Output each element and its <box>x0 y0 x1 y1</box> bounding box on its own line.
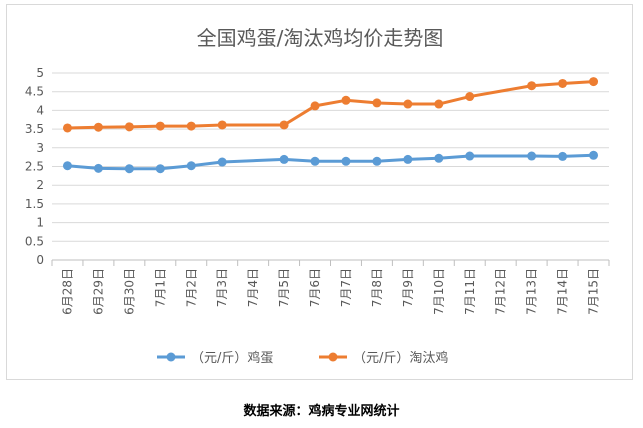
series-0-point <box>341 156 351 166</box>
y-tick-label: 2.5 <box>25 160 44 174</box>
series-0-point <box>62 161 72 171</box>
series-0-point <box>217 157 227 167</box>
series-1-point <box>279 120 289 130</box>
series-0-point <box>403 154 413 164</box>
y-tick-label: 1.5 <box>25 197 44 211</box>
series-1-point <box>403 99 413 109</box>
y-tick-label: 4.5 <box>25 85 44 99</box>
series-1-point <box>62 123 72 133</box>
series-0-point <box>279 154 289 164</box>
y-tick-label: 0.5 <box>25 234 44 248</box>
series-0-point <box>465 151 475 161</box>
x-tick-label: 7月9日 <box>401 268 415 307</box>
series-1-point <box>155 121 165 131</box>
x-tick-label: 7月7日 <box>339 268 353 307</box>
series-1-point <box>558 78 568 88</box>
series-1-point <box>124 122 134 132</box>
y-tick-label: 2 <box>36 178 44 192</box>
x-tick-label: 7月6日 <box>308 268 322 307</box>
series-0-point <box>589 150 599 160</box>
x-tick-label: 7月11日 <box>463 268 477 315</box>
y-tick-label: 4 <box>36 103 44 117</box>
series-1-point <box>217 120 227 130</box>
series-1-point <box>310 101 320 111</box>
y-tick-label: 5 <box>36 66 44 80</box>
x-tick-label: 6月30日 <box>122 268 136 315</box>
y-tick-label: 1 <box>36 216 44 230</box>
legend-label-1: （元/斤）淘汰鸡 <box>353 350 448 366</box>
series-1-point <box>341 95 351 105</box>
series-0-point <box>186 161 196 171</box>
series-0-point <box>372 156 382 166</box>
legend-marker-1 <box>328 352 338 362</box>
x-tick-label: 7月2日 <box>184 268 198 307</box>
grid-layer <box>52 72 609 261</box>
line-chart: 全国鸡蛋/淘汰鸡均价走势图 0 0.5 1 1.5 2 2.5 3 3.5 4 4.5 5 6月28日… <box>25 26 610 366</box>
x-tick-label: 6月29日 <box>91 268 105 315</box>
legend-marker-0 <box>166 352 176 362</box>
x-tick-label: 7月10日 <box>432 268 446 315</box>
x-tick-label: 7月4日 <box>246 268 260 307</box>
y-tick-label: 0 <box>36 253 44 267</box>
x-tick-label: 7月13日 <box>525 268 539 315</box>
x-tick-label: 7月5日 <box>277 268 291 307</box>
x-tick-label: 7月3日 <box>215 268 229 307</box>
x-tick-label: 7月12日 <box>494 268 508 315</box>
x-tick-label: 7月14日 <box>556 268 570 315</box>
source-note: 数据来源：鸡病专业网统计 <box>243 404 400 419</box>
chart-frame: 全国鸡蛋/淘汰鸡均价走势图 0 0.5 1 1.5 2 2.5 3 3.5 4 4.5 5 6月28日… <box>6 4 633 380</box>
x-tick-label: 7月1日 <box>153 268 167 307</box>
axis-layer: 0 0.5 1 1.5 2 2.5 3 3.5 4 4.5 5 6月28日 6月29日 6月30日 7月1日… <box>25 66 610 315</box>
series-1-point <box>434 99 444 109</box>
series-0-point <box>93 163 103 173</box>
series-1-point <box>589 77 599 87</box>
series-0-point <box>434 153 444 163</box>
legend-label-0: （元/斤）鸡蛋 <box>191 350 273 366</box>
series-0-point <box>310 156 320 166</box>
series-1-point <box>372 98 382 108</box>
x-tick-label: 7月15日 <box>587 268 601 315</box>
series-0-point <box>124 164 134 174</box>
legend: （元/斤）鸡蛋 （元/斤）淘汰鸡 <box>157 350 448 366</box>
series-1-point <box>93 122 103 132</box>
series-0-point <box>527 151 537 161</box>
x-tick-label: 7月8日 <box>370 268 384 307</box>
series-0-point <box>155 164 165 174</box>
chart-title: 全国鸡蛋/淘汰鸡均价走势图 <box>197 26 444 50</box>
series-layer <box>62 77 599 174</box>
series-line-0 <box>67 153 594 171</box>
series-1-point <box>465 92 475 102</box>
series-0-point <box>558 151 568 161</box>
x-tick-label: 6月28日 <box>60 268 74 315</box>
series-1-point <box>186 121 196 131</box>
series-line-1 <box>67 80 594 130</box>
y-tick-label: 3.5 <box>25 122 44 136</box>
y-tick-label: 3 <box>36 141 44 155</box>
series-1-point <box>527 81 537 91</box>
